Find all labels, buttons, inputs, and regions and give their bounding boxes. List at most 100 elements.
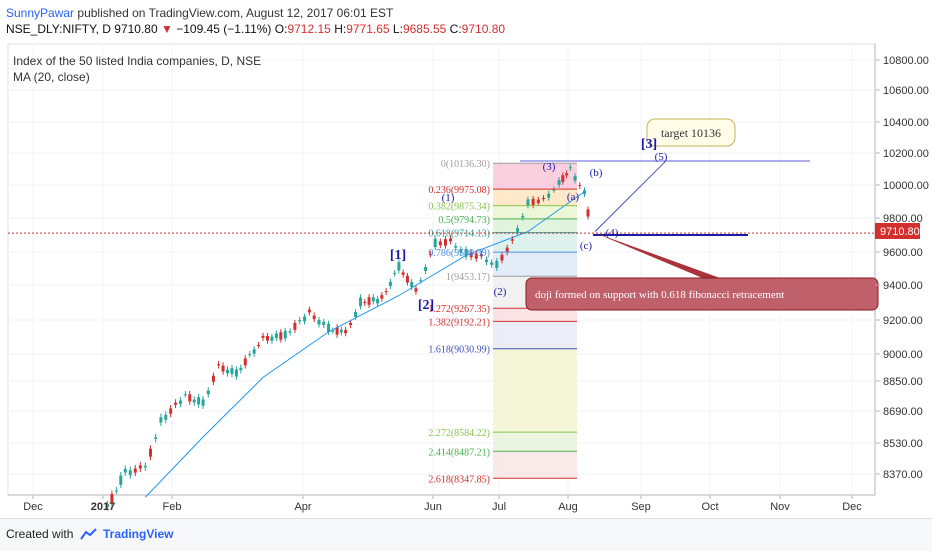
fib-zone-band (493, 218, 577, 233)
candle-body (401, 272, 405, 275)
candle-body (405, 275, 409, 283)
fib-zone-band (493, 308, 577, 322)
candle-body (279, 332, 283, 340)
wave-label-large: [3] (641, 137, 657, 152)
low-label: L: (392, 22, 403, 36)
y-tick-label: 10000.00 (883, 180, 929, 192)
candle-body (586, 209, 590, 217)
wave-label-small: (5) (655, 151, 668, 163)
published-text: published on TradingView.com, August 12,… (77, 6, 394, 20)
wave-label-small: (c) (580, 240, 593, 252)
candle-body (270, 336, 274, 341)
fib-zone-band (493, 189, 577, 206)
x-tick-label: Feb (163, 501, 182, 513)
candle-body (322, 321, 326, 326)
candle-body (230, 368, 234, 375)
candle-body (307, 309, 311, 313)
candle-body (469, 252, 473, 258)
candle-body (143, 465, 147, 468)
wave-label-large: [1] (390, 248, 406, 263)
fib-level-label: 2.272(8584.22) (428, 428, 490, 439)
candle-body (303, 316, 307, 322)
candle-body (552, 189, 556, 191)
candle-body (464, 249, 468, 257)
fib-level-label: 0(10136.30) (441, 159, 490, 170)
x-tick-label: Jul (492, 501, 506, 513)
candle-body (573, 176, 577, 181)
candle-body (243, 358, 247, 366)
annotation-text: doji formed on support with 0.618 fibona… (535, 289, 784, 301)
x-tick-label: Aug (558, 501, 578, 513)
candle-body (505, 247, 509, 253)
candle-body (265, 335, 269, 341)
candle-body (283, 330, 287, 339)
ma-legend: MA (20, close) (13, 70, 90, 84)
y-tick-label: 9800.00 (883, 213, 923, 225)
candle-body (367, 297, 371, 305)
fib-level-label: 1.618(9030.99) (428, 345, 490, 356)
candle-body (561, 175, 565, 182)
candle-body (354, 312, 358, 317)
y-tick-label: 8530.00 (883, 438, 923, 450)
candle-body (359, 297, 363, 307)
candle-body (252, 349, 256, 354)
candle-body (317, 320, 321, 325)
candle-body (419, 280, 423, 282)
fib-level-label: 1.272(9267.35) (428, 304, 490, 315)
fib-zone-band (493, 252, 577, 277)
x-tick-label: Nov (770, 501, 790, 513)
candle-body (363, 301, 367, 304)
fib-zone-band (493, 232, 577, 253)
wave-label-small: (4) (606, 227, 619, 239)
x-tick-label: 2017 (91, 501, 115, 513)
author-link[interactable]: SunnyPawar (6, 6, 75, 20)
fib-level-label: 2.618(8347.85) (428, 474, 490, 485)
open-value: 9712.15 (287, 22, 331, 36)
candle-body (274, 333, 278, 338)
candle-body (159, 417, 163, 423)
fib-zone-band (493, 432, 577, 452)
y-tick-label: 9600.00 (883, 247, 923, 259)
candle-body (542, 198, 546, 200)
x-tick-label: Jun (424, 501, 442, 513)
fib-zone-band (493, 451, 577, 479)
fib-zone-band (493, 321, 577, 349)
candle-body (239, 367, 243, 371)
candle-body (211, 375, 215, 382)
fib-level-label: 1(9453.17) (446, 272, 490, 283)
candle-body (119, 475, 123, 485)
close-label: C: (449, 22, 462, 36)
candle-body (459, 249, 463, 253)
fib-zone-band (493, 205, 577, 219)
candle-body (414, 288, 418, 292)
candle-body (201, 399, 205, 406)
candle-body (500, 254, 504, 261)
tradingview-brand-link[interactable]: TradingView (103, 527, 174, 541)
candle-body (257, 344, 261, 346)
candle-body (344, 329, 348, 334)
y-tick-label: 9200.00 (883, 315, 923, 327)
price-chart[interactable]: 0(10136.30) 0.236(9975.08) 0.382(9875.34) 0… (0, 0, 932, 518)
candle-body (454, 246, 458, 248)
candle-body (312, 315, 316, 320)
created-with-label: Created with (6, 527, 74, 541)
fib-level-label: 0.5(9794.73) (438, 215, 490, 226)
candle-body (449, 238, 453, 242)
candle-body (557, 180, 561, 185)
candle-body (123, 468, 127, 473)
candle-body (578, 185, 582, 187)
candle-body (188, 394, 192, 402)
candle-body (547, 193, 551, 198)
y-tick-label: 9400.00 (883, 280, 923, 292)
candle-body (510, 239, 514, 241)
candle-body (234, 369, 238, 377)
candle-body (495, 261, 499, 268)
candle-body (331, 330, 335, 332)
fib-level-label: 0.236(9975.08) (428, 185, 490, 196)
candle-body (206, 390, 210, 395)
x-tick-label: Sep (631, 501, 651, 513)
candle-body (178, 400, 182, 404)
y-tick-label: 10800.00 (883, 55, 929, 67)
candle-body (526, 199, 530, 206)
wave-label-small: (1) (442, 192, 455, 204)
